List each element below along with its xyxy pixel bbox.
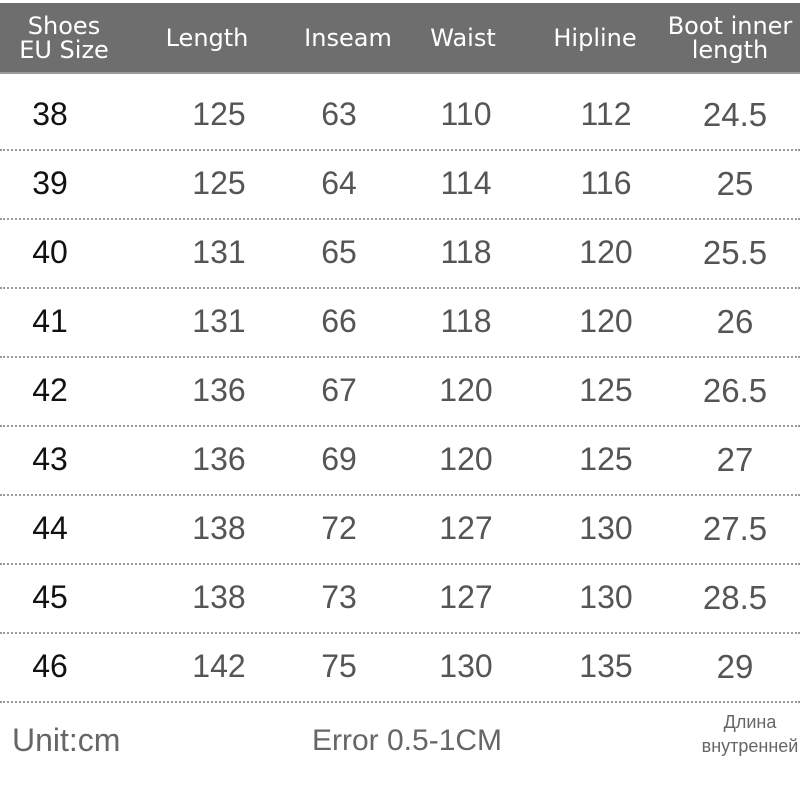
cell-inseam: 69 <box>321 441 357 477</box>
footer: Unit:cm Error 0.5-1CM Длина внутренней <box>0 702 800 782</box>
cell-hipline: 135 <box>579 648 633 684</box>
cell-boot: 28.5 <box>702 578 768 616</box>
cell-size: 46 <box>32 648 68 684</box>
cell-size: 39 <box>32 165 68 201</box>
header-length: Length <box>165 23 249 52</box>
cell-size: 38 <box>32 96 68 132</box>
table-header: Shoes EU Size Length Inseam Waist Hiplin… <box>0 3 800 74</box>
cell-length: 142 <box>192 648 246 684</box>
cell-waist: 114 <box>440 165 492 201</box>
table-row: 40 131 65 118 120 25.5 <box>0 218 800 289</box>
cell-hipline: 112 <box>580 96 632 132</box>
russian-line: внутренней <box>701 736 799 756</box>
header-boot-inner-length: Boot inner length <box>668 3 793 72</box>
header-line: Shoes <box>27 11 101 40</box>
cell-inseam: 67 <box>321 372 357 408</box>
cell-waist: 118 <box>440 303 492 339</box>
header-line: EU Size <box>19 35 109 64</box>
table-row: 43 136 69 120 125 27 <box>0 425 800 496</box>
header-shoes-eu-size: Shoes EU Size <box>19 3 109 72</box>
cell-boot: 27.5 <box>702 509 768 547</box>
header-line: length <box>691 35 769 64</box>
cell-length: 131 <box>192 234 246 270</box>
table-row: 41 131 66 118 120 26 <box>0 287 800 358</box>
cell-boot: 25.5 <box>702 233 768 271</box>
cell-boot: 25 <box>716 164 754 202</box>
cell-hipline: 116 <box>580 165 632 201</box>
cell-hipline: 120 <box>579 303 633 339</box>
cell-boot: 29 <box>716 647 754 685</box>
cell-size: 40 <box>32 234 68 270</box>
header-hipline: Hipline <box>553 23 637 52</box>
cell-size: 43 <box>32 441 68 477</box>
cell-inseam: 65 <box>321 234 357 270</box>
cell-inseam: 64 <box>321 165 357 201</box>
table-row: 42 136 67 120 125 26.5 <box>0 356 800 427</box>
cell-waist: 130 <box>439 648 493 684</box>
cell-length: 138 <box>192 510 246 546</box>
header-waist: Waist <box>430 23 496 52</box>
cell-inseam: 63 <box>321 96 357 132</box>
table-row: 45 138 73 127 130 28.5 <box>0 563 800 634</box>
table-row: 44 138 72 127 130 27.5 <box>0 494 800 565</box>
cell-waist: 127 <box>439 579 493 615</box>
table-row: 38 125 63 110 112 24.5 <box>0 80 800 151</box>
cell-hipline: 130 <box>579 579 633 615</box>
cell-size: 45 <box>32 579 68 615</box>
cell-waist: 120 <box>439 441 493 477</box>
cell-inseam: 66 <box>321 303 357 339</box>
cell-boot: 26.5 <box>702 371 768 409</box>
table-row: 39 125 64 114 116 25 <box>0 149 800 220</box>
cell-waist: 127 <box>439 510 493 546</box>
cell-waist: 120 <box>439 372 493 408</box>
cell-size: 41 <box>32 303 68 339</box>
cell-length: 136 <box>192 441 246 477</box>
russian-line: Длина <box>723 712 777 732</box>
cell-length: 125 <box>192 165 246 201</box>
cell-boot: 27 <box>716 440 754 478</box>
error-note: Error 0.5-1CM <box>312 724 503 757</box>
russian-note: Длина внутренней <box>700 710 800 758</box>
cell-waist: 110 <box>440 96 492 132</box>
header-line: Boot inner <box>667 11 793 40</box>
cell-waist: 118 <box>440 234 492 270</box>
header-inseam: Inseam <box>304 23 392 52</box>
cell-hipline: 120 <box>579 234 633 270</box>
cell-hipline: 125 <box>579 441 633 477</box>
cell-length: 138 <box>192 579 246 615</box>
cell-inseam: 75 <box>321 648 357 684</box>
cell-length: 125 <box>192 96 246 132</box>
cell-size: 42 <box>32 372 68 408</box>
cell-length: 136 <box>192 372 246 408</box>
table-row: 46 142 75 130 135 29 <box>0 632 800 703</box>
unit-label: Unit:cm <box>12 722 121 758</box>
cell-boot: 24.5 <box>702 95 768 133</box>
cell-inseam: 73 <box>321 579 357 615</box>
cell-inseam: 72 <box>321 510 357 546</box>
cell-hipline: 130 <box>579 510 633 546</box>
cell-hipline: 125 <box>579 372 633 408</box>
cell-size: 44 <box>32 510 68 546</box>
cell-boot: 26 <box>716 302 754 340</box>
cell-length: 131 <box>192 303 246 339</box>
